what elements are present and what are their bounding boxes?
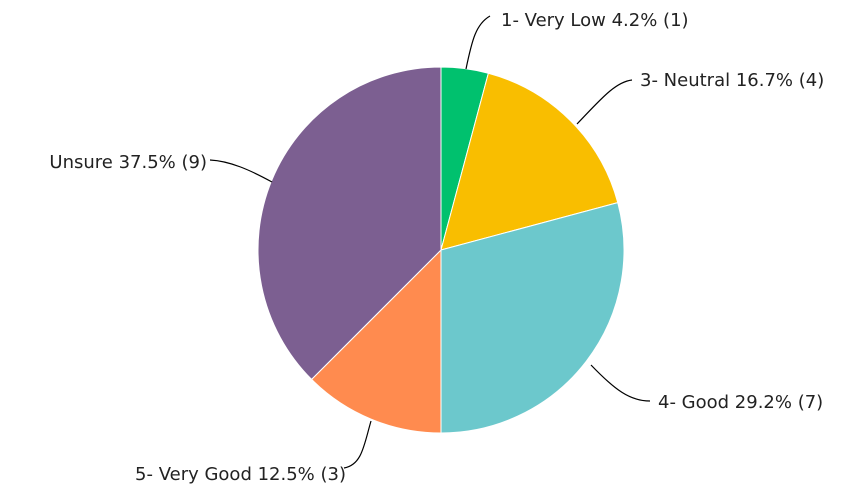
slice-label-4-good: 4- Good 29.2% (7) (658, 392, 823, 413)
pie-slice-3-neutral (440, 72, 619, 251)
leader-line-4-good (590, 364, 651, 402)
leader-line-5-very-good (343, 420, 372, 469)
slice-label-unsure: Unsure 37.5% (9) (49, 152, 207, 173)
leader-line-1-very-low (465, 15, 491, 70)
slice-label-3-neutral: 3- Neutral 16.7% (4) (640, 70, 824, 91)
leader-line-unsure (209, 159, 273, 183)
pie-slices (257, 66, 625, 434)
slice-labels: 1- Very Low 4.2% (1) 3- Neutral 16.7% (4)… (49, 10, 824, 485)
leader-line-3-neutral (576, 79, 633, 125)
slice-label-1-very-low: 1- Very Low 4.2% (1) (501, 10, 689, 31)
pie-slice-4-good (440, 202, 625, 434)
pie-slice-5-very-good (310, 248, 442, 434)
pie-slice-unsure (257, 66, 442, 381)
slice-label-5-very-good: 5- Very Good 12.5% (3) (135, 464, 346, 485)
leader-lines (209, 15, 651, 469)
